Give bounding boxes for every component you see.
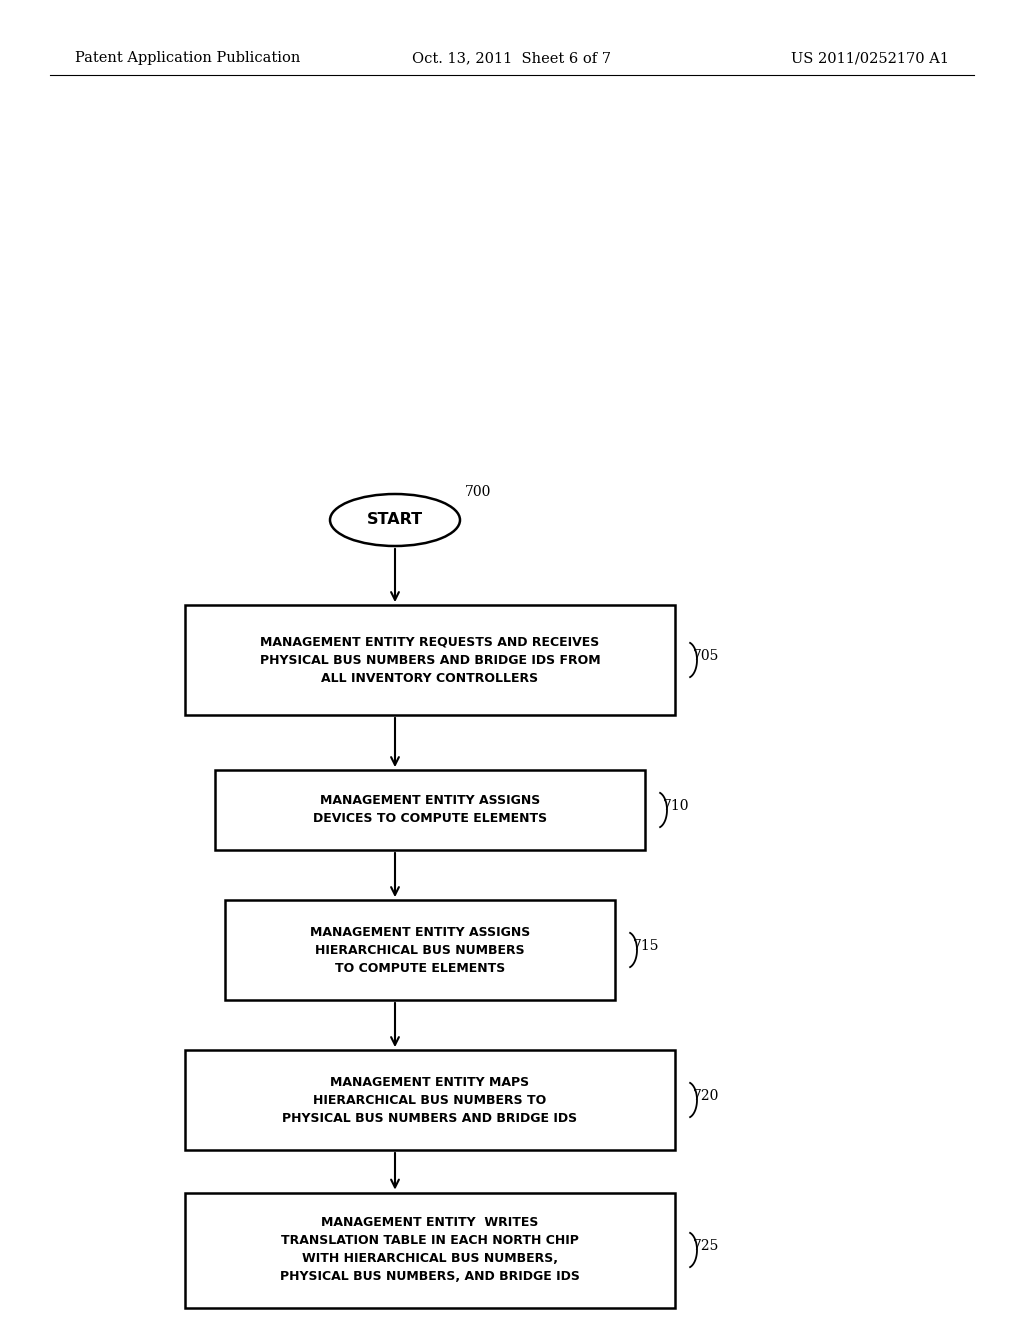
Bar bbox=[185, 1049, 675, 1150]
Text: 710: 710 bbox=[663, 799, 689, 813]
Bar bbox=[185, 1192, 675, 1308]
Bar bbox=[215, 770, 645, 850]
Text: START: START bbox=[367, 512, 423, 528]
Bar bbox=[185, 605, 675, 715]
Bar bbox=[225, 900, 615, 1001]
Text: 705: 705 bbox=[693, 649, 720, 663]
Text: MANAGEMENT ENTITY REQUESTS AND RECEIVES
PHYSICAL BUS NUMBERS AND BRIDGE IDS FROM: MANAGEMENT ENTITY REQUESTS AND RECEIVES … bbox=[260, 635, 600, 685]
Text: 700: 700 bbox=[465, 484, 492, 499]
Text: 725: 725 bbox=[693, 1239, 720, 1253]
Text: Patent Application Publication: Patent Application Publication bbox=[75, 51, 300, 65]
Text: MANAGEMENT ENTITY ASSIGNS
HIERARCHICAL BUS NUMBERS
TO COMPUTE ELEMENTS: MANAGEMENT ENTITY ASSIGNS HIERARCHICAL B… bbox=[310, 925, 530, 974]
Ellipse shape bbox=[330, 494, 460, 546]
Text: US 2011/0252170 A1: US 2011/0252170 A1 bbox=[791, 51, 949, 65]
Text: MANAGEMENT ENTITY  WRITES
TRANSLATION TABLE IN EACH NORTH CHIP
WITH HIERARCHICAL: MANAGEMENT ENTITY WRITES TRANSLATION TAB… bbox=[280, 1217, 580, 1283]
Text: 720: 720 bbox=[693, 1089, 720, 1104]
Text: MANAGEMENT ENTITY ASSIGNS
DEVICES TO COMPUTE ELEMENTS: MANAGEMENT ENTITY ASSIGNS DEVICES TO COM… bbox=[313, 795, 547, 825]
Text: 715: 715 bbox=[633, 939, 659, 953]
Text: MANAGEMENT ENTITY MAPS
HIERARCHICAL BUS NUMBERS TO
PHYSICAL BUS NUMBERS AND BRID: MANAGEMENT ENTITY MAPS HIERARCHICAL BUS … bbox=[283, 1076, 578, 1125]
Text: Oct. 13, 2011  Sheet 6 of 7: Oct. 13, 2011 Sheet 6 of 7 bbox=[413, 51, 611, 65]
